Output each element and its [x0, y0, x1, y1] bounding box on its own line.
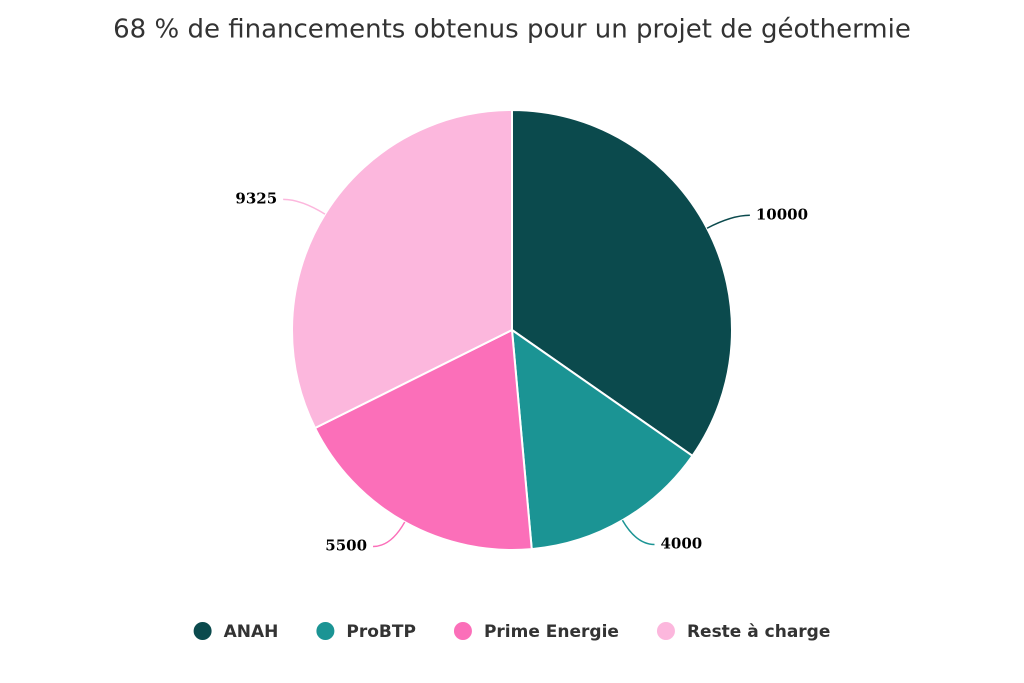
legend-item[interactable]: Prime Energie — [453, 622, 619, 642]
legend-label: ProBTP — [346, 622, 416, 642]
legend-marker — [316, 622, 335, 640]
legend-label: Prime Energie — [484, 622, 619, 642]
legend-item[interactable]: ANAH — [193, 622, 279, 642]
connector — [621, 519, 655, 546]
legend-marker — [453, 622, 472, 640]
pie-slice — [291, 108, 513, 430]
legend-marker — [656, 622, 675, 640]
legend-item[interactable]: ProBTP — [316, 622, 416, 642]
data-label: 10000 — [756, 205, 808, 223]
data-label: 5500 — [325, 536, 367, 554]
legend-item[interactable]: Reste à charge — [656, 622, 830, 642]
legend-label: Reste à charge — [687, 622, 830, 642]
connector — [373, 521, 406, 548]
legend: ANAH ProBTP Prime Energie Reste à charge — [193, 622, 830, 642]
connector — [706, 214, 750, 229]
legend-marker — [193, 622, 212, 640]
chart-title: 68 % de financements obtenus pour un pro… — [113, 15, 911, 45]
legend-label: ANAH — [224, 622, 279, 642]
pie-slice — [511, 108, 733, 458]
connector — [283, 198, 326, 215]
data-label: 4000 — [660, 534, 702, 552]
data-label: 9325 — [235, 189, 277, 207]
